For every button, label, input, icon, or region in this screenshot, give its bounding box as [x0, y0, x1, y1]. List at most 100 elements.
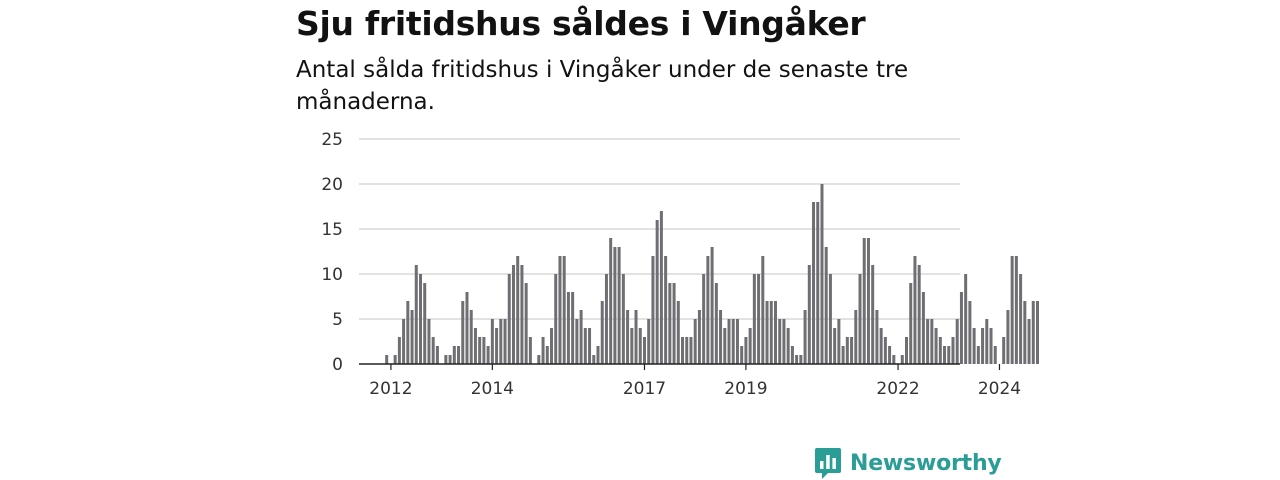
bar	[786, 328, 790, 364]
bar	[900, 355, 904, 364]
y-tick-label: 15	[321, 220, 343, 240]
bar	[651, 256, 655, 364]
y-axis-tick-labels: 0 5 10 15 20 25	[321, 130, 343, 375]
bar	[905, 337, 908, 364]
y-tick-label: 10	[321, 265, 343, 285]
bar	[685, 337, 689, 364]
y-tick-label: 0	[332, 355, 343, 375]
bar-chart: 0 5 10 15 20 25 2012 2014 2017 2019 2022 2024 7	[321, 0, 1062, 399]
x-tick-label: 2019	[724, 379, 767, 399]
bar	[858, 274, 862, 364]
x-tick-label: 2012	[369, 379, 412, 399]
bar	[516, 256, 520, 364]
bar	[782, 319, 786, 364]
bar	[790, 346, 794, 364]
bar	[795, 355, 799, 364]
highlight-value-label: 7	[1051, 0, 1062, 5]
bar	[583, 328, 587, 364]
bar	[469, 310, 473, 364]
bar	[959, 292, 963, 364]
bar	[604, 274, 608, 364]
bar	[655, 220, 659, 364]
bar	[744, 337, 748, 364]
bar	[406, 301, 410, 364]
bar	[862, 238, 866, 364]
bar	[490, 319, 494, 364]
bar	[486, 346, 490, 364]
bar	[397, 337, 401, 364]
x-axis: 2012 2014 2017 2019 2022 2024	[359, 363, 1021, 399]
bar	[976, 346, 980, 364]
bar	[799, 355, 803, 364]
bar	[427, 319, 431, 364]
bar	[503, 319, 507, 364]
bar	[642, 337, 646, 364]
bar	[909, 283, 913, 364]
bar	[841, 346, 845, 364]
bar	[1010, 256, 1014, 364]
bar	[630, 328, 634, 364]
bar	[638, 328, 642, 364]
newsworthy-brand[interactable]: Newsworthy	[814, 446, 1002, 480]
bar	[465, 292, 469, 364]
bar	[541, 337, 545, 364]
bar	[854, 310, 858, 364]
y-tick-label: 20	[321, 175, 343, 195]
bar	[617, 247, 621, 364]
bar-chart-logo-icon	[815, 448, 841, 479]
bar	[461, 301, 465, 364]
bar	[1014, 256, 1018, 364]
bar	[985, 319, 989, 364]
bar	[634, 310, 638, 364]
bar	[520, 265, 524, 364]
bar	[668, 283, 672, 364]
bar	[812, 202, 816, 364]
bar	[600, 301, 604, 364]
bar	[968, 301, 972, 364]
bar	[850, 337, 854, 364]
bar	[1019, 274, 1023, 364]
bar	[676, 301, 680, 364]
bar	[816, 202, 820, 364]
bar	[575, 319, 579, 364]
bar	[495, 328, 499, 364]
bar	[545, 346, 549, 364]
bar	[951, 337, 955, 364]
bar	[689, 337, 693, 364]
bar	[558, 256, 562, 364]
bar	[626, 310, 630, 364]
bar	[866, 238, 870, 364]
bar	[528, 337, 532, 364]
bar	[710, 247, 714, 364]
bar	[414, 265, 418, 364]
bar	[609, 238, 613, 364]
bar	[596, 346, 600, 364]
x-tick-label: 2024	[978, 379, 1021, 399]
bar	[943, 346, 947, 364]
bar	[507, 274, 511, 364]
bar	[621, 274, 625, 364]
bar	[693, 319, 697, 364]
bar	[740, 346, 744, 364]
bar	[833, 328, 837, 364]
bar	[947, 346, 951, 364]
bar	[981, 328, 985, 364]
bar	[883, 337, 887, 364]
bar	[892, 355, 896, 364]
bar	[537, 355, 541, 364]
bar	[697, 310, 701, 364]
bar	[752, 274, 756, 364]
y-tick-label: 5	[332, 310, 343, 330]
bar	[410, 310, 414, 364]
bar	[681, 337, 685, 364]
bar	[765, 301, 769, 364]
bar	[748, 328, 752, 364]
bar	[938, 337, 942, 364]
bar	[769, 301, 773, 364]
bar	[385, 355, 389, 364]
bar	[757, 274, 761, 364]
bar	[828, 274, 832, 364]
y-tick-label: 25	[321, 130, 343, 150]
bar	[702, 274, 706, 364]
bar	[647, 319, 651, 364]
